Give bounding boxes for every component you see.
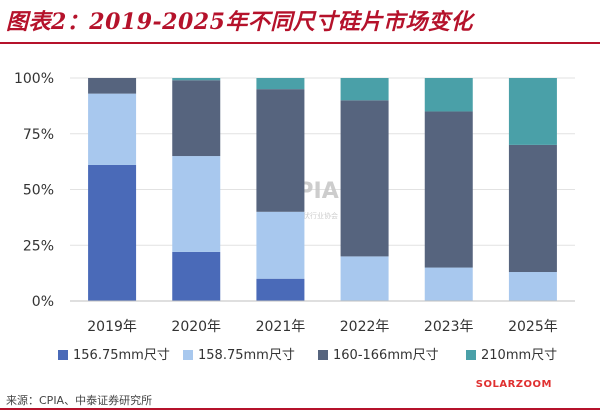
legend-swatch (318, 350, 328, 360)
bar-segment (424, 78, 473, 112)
chart-title: 图表2：2019-2025年不同尺寸硅片市场变化 (6, 9, 473, 35)
y-tick-label: 75% (23, 127, 54, 143)
y-tick-label: 25% (23, 238, 54, 254)
y-tick-label: 0% (32, 294, 54, 310)
brand-logo: SOLARZOOM (475, 379, 552, 390)
bar-segment (508, 144, 557, 273)
y-tick-label: 100% (14, 71, 54, 87)
legend-label: 160-166mm尺寸 (333, 348, 439, 363)
bottom-divider (0, 408, 600, 410)
bar-segment (88, 78, 137, 94)
bar-segment (340, 256, 389, 301)
bar-segment (508, 272, 557, 301)
legend-label: 156.75mm尺寸 (73, 348, 170, 363)
watermark-caption: 中国光伏行业协会 (282, 211, 338, 220)
stacked-bar-chart: CPIA 中国光伏行业协会 0%25%50%75%100%2019年 2020年 2… (14, 71, 575, 363)
legend-swatch (183, 350, 193, 360)
x-tick-label: 2022年 (340, 319, 390, 335)
x-tick-label: 2021年 (256, 319, 306, 335)
bar-segment (88, 164, 137, 301)
bar-segment (424, 111, 473, 268)
x-tick-label: 2019年 (87, 319, 137, 335)
title-divider (0, 42, 600, 44)
x-tick-label: 2020年 (171, 319, 221, 335)
bar-segment (172, 251, 221, 301)
bar-segment (340, 78, 389, 101)
legend: 156.75mm尺寸 158.75mm尺寸 160-166mm尺寸 210mm尺寸 (58, 348, 557, 363)
bar-segment (172, 80, 221, 157)
legend-label: 210mm尺寸 (481, 348, 557, 363)
bar-segment (256, 89, 305, 212)
bar-segment (256, 78, 305, 90)
legend-swatch (58, 350, 68, 360)
bar-segment (256, 211, 305, 279)
bar-segment (340, 100, 389, 257)
bar-segment (172, 156, 221, 252)
y-tick-label: 50% (23, 183, 54, 199)
x-tick-label: 2025年 (508, 319, 558, 335)
legend-swatch (466, 350, 476, 360)
bar-segment (172, 78, 221, 81)
axes: 0% 25% 50% 75% 100% 2019年 2020年 2021年 2022年 2023年… (14, 71, 575, 335)
bar-segment (256, 278, 305, 301)
x-tick-label: 2023年 (424, 319, 474, 335)
bar-segment (424, 267, 473, 301)
bar-segment (88, 93, 137, 165)
bar-segment (508, 78, 557, 145)
source-note: 来源：CPIA、中泰证券研究所 (6, 394, 153, 407)
legend-label: 158.75mm尺寸 (198, 348, 295, 363)
bars (88, 78, 557, 301)
